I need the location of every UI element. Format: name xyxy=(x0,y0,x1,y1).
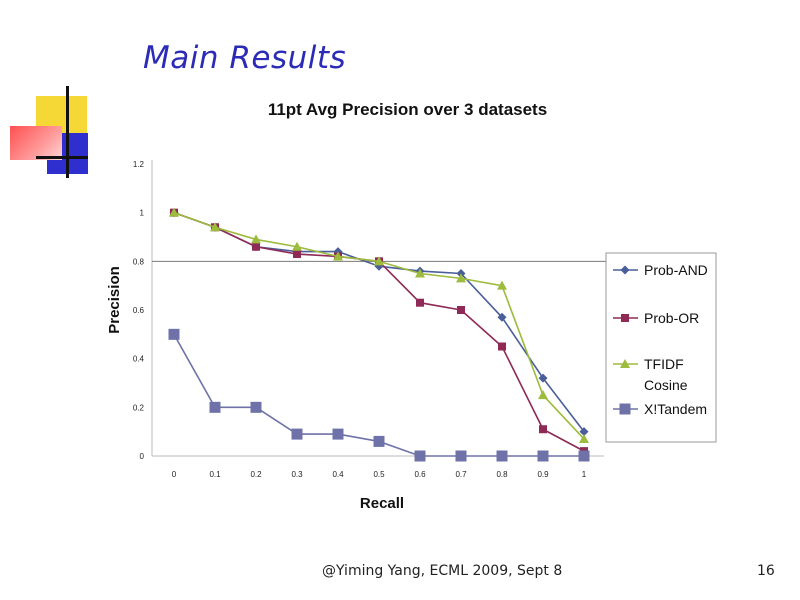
x-tick-label: 0.6 xyxy=(414,470,426,479)
decor-horizontal-line xyxy=(36,156,88,159)
legend-marker xyxy=(621,314,629,322)
y-tick-label: 0.6 xyxy=(133,306,145,315)
series-tfidf-cosine xyxy=(169,207,589,443)
data-point xyxy=(539,425,547,434)
series-prob-and xyxy=(169,208,589,437)
y-tick-label: 0.8 xyxy=(133,257,145,266)
x-tick-label: 0.3 xyxy=(291,470,303,479)
data-point xyxy=(578,450,590,462)
data-point xyxy=(332,428,344,440)
x-tick-label: 0.4 xyxy=(332,470,344,479)
data-point xyxy=(497,280,507,290)
data-point xyxy=(293,250,301,259)
data-point xyxy=(538,373,548,383)
chart-title: 11pt Avg Precision over 3 datasets xyxy=(267,100,548,119)
y-tick-label: 0.2 xyxy=(133,403,145,412)
legend-label: TFIDF xyxy=(644,356,684,372)
data-point xyxy=(210,222,220,232)
legend-marker xyxy=(620,359,630,368)
slide-title: Main Results xyxy=(143,40,347,76)
x-tick-label: 1 xyxy=(582,470,587,479)
data-point xyxy=(333,251,343,261)
data-point xyxy=(537,450,549,462)
x-tick-label: 0.2 xyxy=(250,470,262,479)
footer-credit: @Yiming Yang, ECML 2009, Sept 8 xyxy=(322,563,563,579)
data-point xyxy=(416,298,424,307)
legend-marker xyxy=(619,403,631,415)
x-tick-label: 0.7 xyxy=(455,470,467,479)
decor-vertical-line xyxy=(66,86,69,178)
data-point xyxy=(168,328,180,340)
legend-label: Prob-OR xyxy=(644,310,699,326)
data-point xyxy=(169,207,179,217)
x-tick-label: 0.8 xyxy=(496,470,508,479)
data-point xyxy=(252,242,260,251)
series-x-tandem xyxy=(168,328,590,462)
x-tick-label: 0.9 xyxy=(537,470,549,479)
decor-red-square xyxy=(10,126,62,160)
data-point xyxy=(498,342,506,351)
legend-marker xyxy=(620,265,630,275)
series-line xyxy=(173,211,585,452)
y-tick-label: 0.4 xyxy=(133,355,145,364)
data-point xyxy=(456,273,466,283)
data-point xyxy=(291,428,303,440)
series-prob-or xyxy=(170,208,588,456)
data-point xyxy=(415,268,425,278)
y-tick-label: 0 xyxy=(140,452,145,461)
legend: Prob-AND Prob-OR TFIDF Cosine X!Tandem xyxy=(605,252,717,443)
data-point xyxy=(455,450,467,462)
data-point xyxy=(457,306,465,314)
page-number: 16 xyxy=(757,563,775,579)
data-point xyxy=(250,401,262,413)
y-axis-title: Precision xyxy=(106,266,123,334)
data-point xyxy=(373,435,385,447)
x-tick-label: 0 xyxy=(172,470,177,479)
data-point xyxy=(414,450,426,462)
x-axis-title: Recall xyxy=(360,495,404,512)
data-point xyxy=(209,401,221,413)
legend-label: Prob-AND xyxy=(644,262,708,278)
data-point xyxy=(579,427,589,437)
legend-label: Cosine xyxy=(644,377,688,393)
data-point xyxy=(497,312,507,322)
data-point xyxy=(579,433,589,443)
y-tick-label: 1.2 xyxy=(133,160,145,169)
data-point xyxy=(538,390,548,400)
x-tick-label: 0.1 xyxy=(209,470,221,479)
series-line xyxy=(173,211,585,433)
data-point xyxy=(292,241,302,251)
data-point xyxy=(251,234,261,244)
data-point xyxy=(374,256,384,266)
x-tick-label: 0.5 xyxy=(373,470,385,479)
y-tick-label: 1 xyxy=(140,209,145,218)
data-point xyxy=(496,450,508,462)
series-line xyxy=(173,211,585,440)
legend-label: X!Tandem xyxy=(644,401,707,417)
